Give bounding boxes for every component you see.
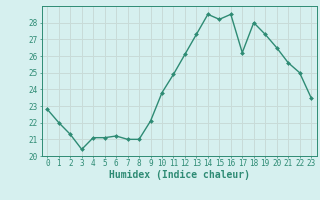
X-axis label: Humidex (Indice chaleur): Humidex (Indice chaleur): [109, 170, 250, 180]
